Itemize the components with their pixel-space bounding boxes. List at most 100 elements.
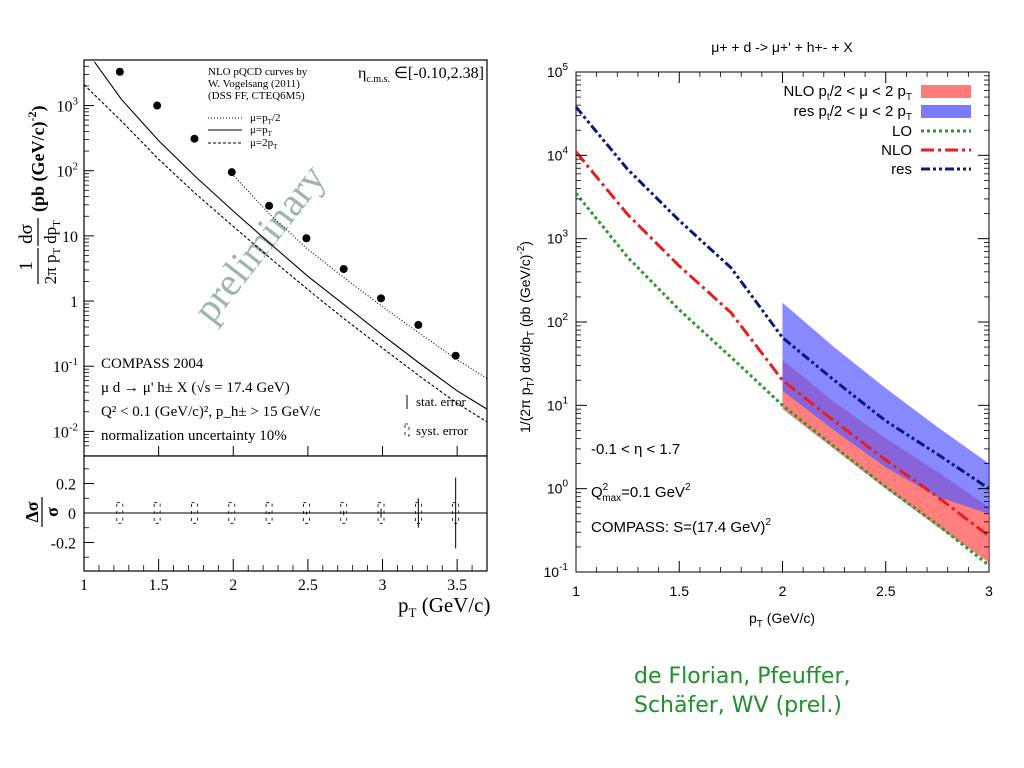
legend-res-band-label: res pt/2 < μ < 2 pT <box>794 103 912 123</box>
left-y-ticks: 10-2 10-1 1 10 102 103 <box>53 59 94 447</box>
right-y-axis-label: 1/(2π pT) dσ/dpT (pb (GeV/c)-2) <box>516 241 537 433</box>
stat-error-label: stat. error <box>416 394 466 409</box>
legend-nlo-band-label: NLO pt/2 < μ < 2 pT <box>784 83 912 103</box>
left-x-axis-label: pT (GeV/c) <box>398 593 491 620</box>
left-x-tick-label: 3.5 <box>447 577 467 594</box>
info-line-1: COMPASS 2004 <box>101 356 204 372</box>
right-y-tick-label: 104 <box>547 145 569 163</box>
legend-res-label: res <box>891 161 912 178</box>
credit-line-2: Schäfer, WV (prel.) <box>634 693 842 718</box>
left-ratio-ticks: 0.2 0 -0.2 <box>51 468 94 558</box>
left-data-point <box>339 265 348 274</box>
svg-text:1: 1 <box>16 261 37 271</box>
right-y-tick-label: 102 <box>547 312 569 330</box>
left-x-tick-label: 2.5 <box>298 577 318 594</box>
right-x-tick-label: 2.5 <box>876 583 896 599</box>
right-x-ticks: 1 1.5 2 2.5 3 <box>572 72 993 599</box>
left-y-tick-label: 10-2 <box>53 421 78 441</box>
left-data-points <box>115 67 460 360</box>
svg-text:(pb (GeV/c)-2): (pb (GeV/c)-2) <box>25 106 49 212</box>
legend-lo-label: LO <box>892 123 912 140</box>
legend-res-band-swatch <box>921 105 971 118</box>
svg-text:dσ: dσ <box>16 224 37 244</box>
right-y-tick-label: 103 <box>547 229 569 247</box>
left-main-frame <box>83 59 488 457</box>
right-legend: NLO pt/2 < μ < 2 pT res pt/2 < μ < 2 pT … <box>784 83 971 178</box>
right-x-tick-label: 1.5 <box>670 583 690 599</box>
info-line-4: normalization uncertainty 10% <box>101 428 287 444</box>
svg-text:σ: σ <box>42 507 62 517</box>
left-data-point <box>414 320 423 329</box>
left-y-tick-label: 103 <box>57 96 79 116</box>
annot-q2: Q2 max=0.1 GeV2 <box>591 482 691 504</box>
right-curves <box>574 106 990 567</box>
left-y-tick-label: 1 <box>70 294 78 311</box>
left-curve-μ=p_T/2 <box>231 173 488 379</box>
left-curve-μ=2p_T <box>83 84 488 423</box>
right-x-tick-label: 3 <box>985 583 993 599</box>
right-y-ticks: 10-1 100 101 102 103 104 105 <box>544 62 989 580</box>
right-x-tick-label: 1 <box>572 583 580 599</box>
eta-range-label: ηc.m.s. ∈[-0.10,2.38] <box>358 65 484 85</box>
right-x-axis-label: pT (GeV/c) <box>749 610 815 630</box>
svg-text:(DSS FF, CTEQ6M5): (DSS FF, CTEQ6M5) <box>208 90 305 102</box>
info-line-3: Q² < 0.1 (GeV/c)², p_h± > 15 GeV/c <box>101 404 321 420</box>
right-annotations: -0.1 < η < 1.7 Q2 max=0.1 GeV2 COMPASS: S… <box>591 441 771 536</box>
left-y-axis-label: 1 2π pT dσ dpT (pb (GeV/c)-2) <box>16 106 63 285</box>
right-chart-title: μ+ + d -> μ+' + h+- + X <box>711 39 853 55</box>
left-x-tick-label: 2 <box>229 577 237 594</box>
legend-nlo-label: NLO <box>881 142 912 159</box>
annot-s: COMPASS: S=(17.4 GeV)2 <box>591 517 771 536</box>
left-x-tick-label: 1 <box>80 577 88 594</box>
right-y-tick-label: 101 <box>547 395 569 413</box>
left-curves <box>83 61 488 423</box>
left-data-point <box>377 294 386 303</box>
legend-mu-two: μ=2pT <box>250 137 278 151</box>
left-x-tick-label: 3 <box>379 577 387 594</box>
error-legend: stat. error syst. error <box>404 394 469 438</box>
svg-text:Δσ: Δσ <box>22 501 42 522</box>
left-y-tick-label: 10-1 <box>53 356 78 376</box>
left-ratio-axis-label: Δσ σ <box>22 497 62 527</box>
legend-mu-half: μ=pT/2 <box>250 112 280 126</box>
left-data-point <box>190 134 199 143</box>
annot-eta: -0.1 < η < 1.7 <box>591 441 680 458</box>
left-data-point <box>153 101 162 110</box>
compass-info: COMPASS 2004 μ d → μ' h± X (√s = 17.4 Ge… <box>101 356 321 444</box>
svg-text:W. Vogelsang (2011): W. Vogelsang (2011) <box>208 78 300 90</box>
left-data-point <box>265 201 274 210</box>
left-y-tick-label: 10 <box>62 229 78 246</box>
right-y-tick-label: 105 <box>547 62 569 80</box>
right-curve-nlo <box>574 150 990 538</box>
svg-text:dpT: dpT <box>41 220 63 244</box>
svg-text:2π pT: 2π pT <box>41 247 63 284</box>
left-data-point <box>451 351 460 360</box>
left-curve-μ=p_T <box>93 61 488 410</box>
right-y-tick-label: 100 <box>547 479 569 497</box>
curve-legend-title: NLO pQCD curves by W. Vogelsang (2011) (… <box>208 66 308 102</box>
ratio-y-tick-label: 0 <box>68 506 76 523</box>
left-data-point <box>302 234 311 243</box>
right-band-res <box>782 302 989 514</box>
ratio-y-tick-label: 0.2 <box>56 477 76 494</box>
left-x-ticks: 1 1.5 2 2.5 3 3.5 <box>80 446 473 594</box>
right-curve-lo <box>574 192 990 567</box>
credit-text: de Florian, Pfeuffer, Schäfer, WV (prel.… <box>634 662 851 720</box>
left-data-point <box>115 67 124 76</box>
legend-mu-one: μ=pT <box>250 124 273 138</box>
svg-text:NLO pQCD curves by: NLO pQCD curves by <box>208 66 308 78</box>
ratio-y-tick-label: -0.2 <box>51 535 76 552</box>
left-y-tick-label: 102 <box>57 161 79 181</box>
left-x-tick-label: 1.5 <box>149 577 169 594</box>
right-curve-res <box>574 106 990 490</box>
syst-error-label: syst. error <box>416 423 469 438</box>
credit-line-1: de Florian, Pfeuffer, <box>634 664 851 689</box>
left-data-point <box>227 168 236 177</box>
legend-nlo-band-swatch <box>921 85 971 98</box>
right-y-tick-label: 10-1 <box>544 562 569 580</box>
curve-legend: μ=pT/2 μ=pT μ=2pT <box>208 112 280 151</box>
info-line-2: μ d → μ' h± X (√s = 17.4 GeV) <box>101 380 290 396</box>
right-x-tick-label: 2 <box>779 583 787 599</box>
